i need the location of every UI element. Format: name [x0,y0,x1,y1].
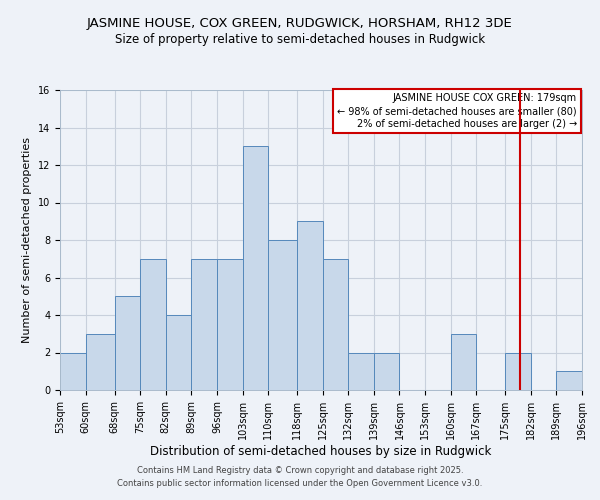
Bar [60,352,86,390]
Bar [349,352,374,390]
Text: Size of property relative to semi-detached houses in Rudgwick: Size of property relative to semi-detach… [115,32,485,46]
Bar [242,146,268,390]
Bar [323,259,349,390]
Bar [217,259,242,390]
Text: JASMINE HOUSE COX GREEN: 179sqm
← 98% of semi-detached houses are smaller (80)
2: JASMINE HOUSE COX GREEN: 179sqm ← 98% of… [337,93,577,130]
Text: Contains HM Land Registry data © Crown copyright and database right 2025.
Contai: Contains HM Land Registry data © Crown c… [118,466,482,487]
Bar [505,352,531,390]
Text: JASMINE HOUSE, COX GREEN, RUDGWICK, HORSHAM, RH12 3DE: JASMINE HOUSE, COX GREEN, RUDGWICK, HORS… [87,18,513,30]
Bar [140,259,166,390]
Bar [556,371,582,390]
Bar [374,352,400,390]
Bar [115,296,140,390]
Bar [297,221,323,390]
X-axis label: Distribution of semi-detached houses by size in Rudgwick: Distribution of semi-detached houses by … [151,444,491,458]
Bar [191,259,217,390]
Bar [451,334,476,390]
Bar [268,240,297,390]
Bar [86,334,115,390]
Bar [166,315,191,390]
Y-axis label: Number of semi-detached properties: Number of semi-detached properties [22,137,32,343]
